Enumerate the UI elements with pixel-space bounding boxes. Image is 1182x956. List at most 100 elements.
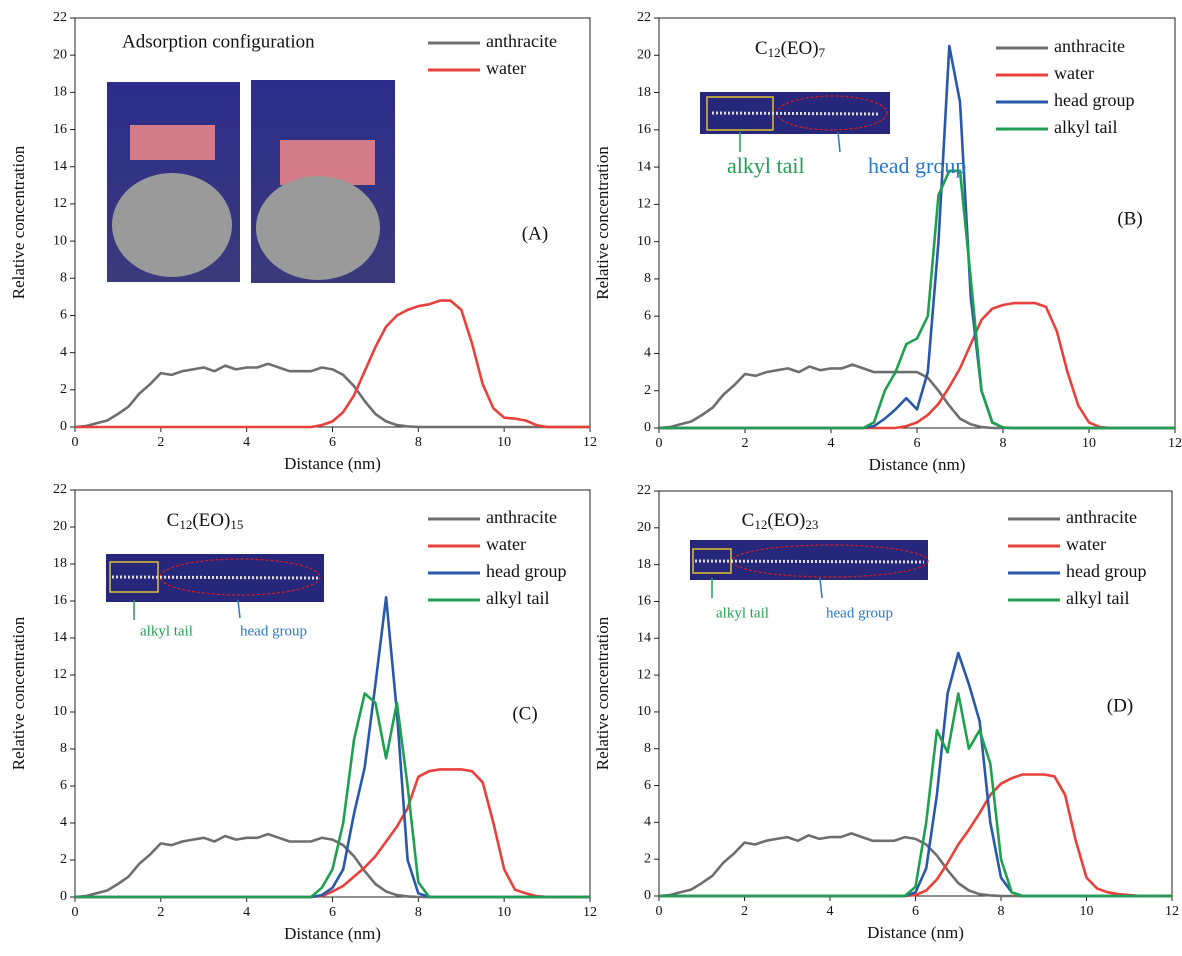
molecule-inset [106, 554, 324, 620]
y-tick-label: 2 [644, 383, 651, 398]
y-tick-label: 18 [53, 556, 67, 571]
arrow [819, 577, 823, 599]
y-tick-label: 10 [637, 234, 651, 249]
y-tick-label: 22 [53, 482, 67, 497]
molecule-inset [690, 540, 929, 599]
data-line [74, 362, 590, 429]
y-tick-label: 6 [60, 778, 67, 793]
subscript: 7 [819, 45, 826, 60]
head-ellipse [159, 558, 321, 596]
panel-heading: C12(EO)7 [755, 38, 826, 60]
plot-frame [658, 17, 1176, 429]
x-tick-label: 8 [998, 904, 1005, 919]
x-tick-label: 12 [1165, 904, 1179, 919]
inset-label: alkyl tail [716, 605, 769, 621]
heading-part: C [167, 510, 180, 531]
panel-heading: Adsorption configuration [122, 31, 315, 52]
data-line [659, 651, 1172, 898]
inset-label: alkyl tail [140, 623, 193, 639]
legend-label: head group [1066, 561, 1146, 581]
y-tick-label: 6 [644, 778, 651, 793]
molecule-inset [700, 92, 890, 153]
y-tick-label: 16 [53, 122, 67, 137]
y-tick-label: 12 [53, 667, 67, 682]
y-tick-label: 4 [644, 815, 651, 830]
heading-part: (EO) [781, 38, 819, 59]
y-tick-label: 4 [60, 815, 67, 830]
panel-heading: C12(EO)23 [742, 510, 819, 532]
legend-label: water [486, 58, 526, 78]
x-tick-label: 6 [912, 904, 919, 919]
y-tick-label: 0 [60, 419, 67, 434]
x-tick-label: 10 [497, 905, 511, 920]
x-axis-label: Distance (nm) [284, 454, 381, 473]
y-tick-label: 0 [644, 888, 651, 903]
x-axis-label: Distance (nm) [284, 924, 381, 943]
y-tick-label: 12 [637, 197, 651, 212]
x-tick-label: 8 [415, 905, 422, 920]
x-tick-label: 6 [914, 436, 921, 451]
legend-label: water [486, 534, 526, 554]
y-tick-label: 22 [53, 10, 67, 25]
y-tick-label: 18 [53, 85, 67, 100]
x-tick-label: 12 [583, 435, 597, 450]
y-axis-label: Relative concentration [9, 145, 28, 299]
arrow [837, 131, 841, 153]
y-tick-label: 2 [644, 851, 651, 866]
heading-part: (EO) [192, 510, 230, 531]
y-tick-label: 14 [53, 159, 67, 174]
x-tick-label: 10 [1082, 436, 1096, 451]
inset-label: head group [826, 605, 893, 621]
legend-label: anthracite [486, 31, 557, 51]
y-tick-label: 14 [53, 630, 67, 645]
x-tick-label: 2 [157, 905, 164, 920]
y-tick-label: 0 [644, 420, 651, 435]
x-tick-label: 10 [497, 435, 511, 450]
x-tick-label: 0 [72, 435, 79, 450]
data-line [75, 299, 590, 429]
legend-label: anthracite [1066, 507, 1137, 527]
y-tick-label: 16 [53, 593, 67, 608]
subscript: 12 [754, 517, 767, 532]
data-line [659, 169, 1175, 430]
x-tick-label: 2 [742, 436, 749, 451]
legend-label: alkyl tail [1054, 117, 1117, 137]
x-axis-label: Distance (nm) [869, 455, 966, 474]
x-tick-label: 10 [1080, 904, 1094, 919]
legend-label: anthracite [1054, 36, 1125, 56]
water-slab [130, 125, 215, 160]
panel-label: (C) [512, 703, 537, 724]
heading-part: (EO) [767, 510, 805, 531]
y-tick-label: 8 [60, 270, 67, 285]
y-tick-label: 16 [637, 594, 651, 609]
legend-label: head group [486, 561, 566, 581]
panel-label: (D) [1107, 695, 1133, 716]
snapshot-images [107, 80, 395, 283]
y-tick-label: 6 [60, 308, 67, 323]
x-tick-label: 4 [243, 905, 250, 920]
y-tick-label: 14 [637, 630, 651, 645]
y-tick-label: 16 [637, 122, 651, 137]
x-tick-label: 0 [656, 904, 663, 919]
data-line [659, 773, 1172, 898]
chain [711, 111, 881, 116]
panel-heading: C12(EO)15 [167, 510, 244, 532]
x-tick-label: 0 [72, 905, 79, 920]
y-tick-label: 12 [637, 667, 651, 682]
y-axis-label: Relative concentration [9, 616, 28, 770]
y-tick-label: 20 [637, 520, 651, 535]
x-tick-label: 8 [415, 435, 422, 450]
x-tick-label: 12 [1168, 436, 1182, 451]
y-tick-label: 4 [644, 346, 651, 361]
heading-part: C [755, 38, 768, 59]
x-tick-label: 6 [329, 905, 336, 920]
panel-label: (B) [1117, 208, 1142, 229]
y-axis-label: Relative concentration [593, 146, 612, 300]
x-tick-label: 6 [329, 435, 336, 450]
y-tick-label: 6 [644, 308, 651, 323]
subscript: 15 [230, 517, 243, 532]
legend-label: water [1066, 534, 1106, 554]
y-tick-label: 0 [60, 889, 67, 904]
panel-label: (A) [522, 223, 548, 244]
